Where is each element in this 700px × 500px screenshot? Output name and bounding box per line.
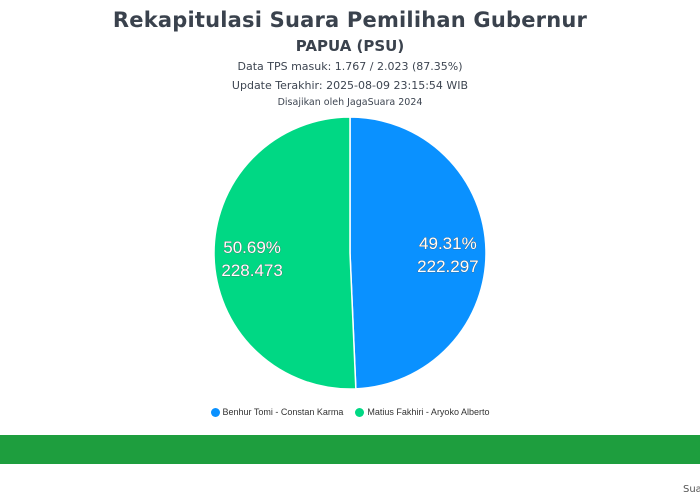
green-divider-bar [0, 435, 700, 464]
pie-chart: 49.31% 222.297 50.69% 228.473 [213, 116, 487, 390]
slice-percent-label-1: 50.69% [223, 238, 281, 257]
legend-dot-blue [210, 407, 220, 417]
chart-legend: Benhur Tomi - Constan Karma Matius Fakhi… [0, 407, 700, 417]
legend-label: Matius Fakhiri - Aryoko Alberto [367, 407, 490, 417]
slice-percent-label-0: 49.31% [419, 234, 477, 253]
legend-label: Benhur Tomi - Constan Karma [222, 407, 344, 417]
pie-slice-1[interactable] [213, 116, 357, 390]
legend-dot-green [355, 407, 365, 417]
pie-slice-0[interactable] [349, 116, 487, 390]
tps-info: Data TPS masuk: 1.767 / 2.023 (87.35%) [237, 60, 463, 73]
update-info: Update Terakhir: 2025-08-09 23:15:54 WIB [231, 79, 469, 92]
chart-title: Rekapitulasi Suara Pemilihan Gubernur [112, 8, 588, 32]
slice-value-label-0: 222.297 [417, 257, 478, 276]
chart-subtitle: PAPUA (PSU) [295, 37, 405, 55]
legend-item-benhur-tomi[interactable]: Benhur Tomi - Constan Karma [210, 407, 344, 417]
legend-item-matius-fakhiri[interactable]: Matius Fakhiri - Aryoko Alberto [355, 407, 489, 417]
footer-text: Sua [683, 484, 700, 495]
source-info: Disajikan oleh JagaSuara 2024 [277, 97, 423, 108]
slice-value-label-1: 228.473 [221, 261, 282, 280]
